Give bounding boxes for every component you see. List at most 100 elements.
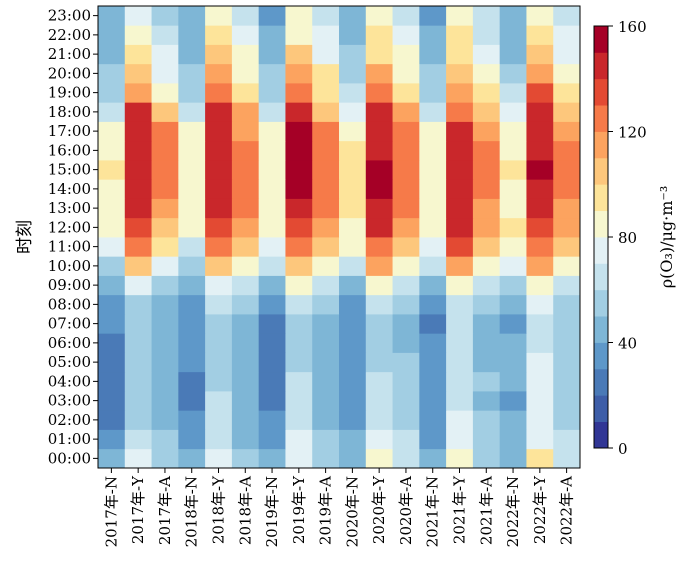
heatmap-cell: [98, 333, 126, 353]
y-tick-label: 17:00: [48, 122, 91, 140]
heatmap-cell: [205, 294, 233, 315]
heatmap-cell: [258, 333, 286, 353]
heatmap-cell: [98, 391, 126, 411]
heatmap-cell: [312, 160, 340, 180]
heatmap-cell: [365, 179, 393, 199]
heatmap-cell: [339, 140, 367, 161]
heatmap-cell: [312, 371, 340, 392]
heatmap-cell: [124, 314, 152, 334]
heatmap-cell: [499, 25, 527, 45]
heatmap-cell: [151, 391, 179, 411]
x-tick-label: 2017年-Y: [129, 475, 147, 544]
heatmap-cell: [312, 25, 340, 45]
heatmap-cell: [312, 294, 340, 315]
heatmap-cell: [98, 410, 126, 430]
heatmap-cell: [365, 102, 393, 122]
heatmap-cell: [553, 140, 581, 161]
heatmap-cell: [392, 333, 420, 353]
heatmap-cell: [526, 352, 554, 373]
heatmap-cell: [151, 63, 179, 84]
heatmap-cell: [472, 140, 501, 161]
heatmap-cell: [124, 333, 152, 353]
colorbar-segment: [594, 26, 608, 53]
heatmap-cell: [472, 198, 501, 219]
heatmap-cell: [178, 140, 206, 161]
heatmap-cell: [285, 371, 313, 392]
heatmap-cell: [526, 217, 554, 238]
heatmap-cell: [151, 410, 179, 430]
heatmap-cell: [231, 237, 260, 257]
heatmap-cell: [98, 217, 126, 238]
heatmap-cell: [312, 6, 340, 26]
heatmap-cell: [392, 371, 420, 392]
heatmap-cell: [419, 217, 447, 238]
heatmap-cell: [124, 237, 152, 257]
heatmap-cell: [205, 371, 233, 392]
heatmap-cell: [178, 429, 206, 450]
heatmap-cell: [446, 121, 474, 142]
heatmap-cell: [472, 294, 501, 315]
heatmap-cell: [124, 44, 152, 65]
heatmap-cell: [553, 83, 581, 103]
heatmap-cell: [312, 102, 340, 122]
heatmap-cell: [392, 314, 420, 334]
heatmap-cell: [365, 198, 393, 219]
heatmap-cell: [392, 102, 420, 122]
y-tick-label: 03:00: [48, 392, 91, 410]
heatmap-cell: [285, 63, 313, 84]
colorbar-tick-label: 40: [618, 335, 637, 353]
heatmap-cell: [285, 160, 313, 180]
heatmap-cell: [124, 6, 152, 26]
heatmap-cell: [419, 448, 447, 469]
heatmap-cell: [446, 237, 474, 257]
heatmap-cell: [205, 83, 233, 103]
heatmap-cell: [258, 294, 286, 315]
heatmap-cell: [258, 217, 286, 238]
heatmap-cell: [258, 25, 286, 45]
heatmap-cell: [231, 333, 260, 353]
x-tick-label: 2018年-A: [236, 476, 254, 545]
heatmap-cell: [178, 44, 206, 65]
heatmap-cell: [553, 352, 581, 373]
heatmap-cell: [98, 121, 126, 142]
heatmap-cell: [178, 160, 206, 180]
heatmap-cell: [446, 102, 474, 122]
y-tick-label: 02:00: [48, 411, 91, 429]
heatmap-cell: [419, 140, 447, 161]
y-tick-label: 19:00: [48, 84, 91, 102]
heatmap-cell: [392, 6, 420, 26]
heatmap-cell: [472, 410, 501, 430]
heatmap-cell: [258, 275, 286, 296]
heatmap-cell: [499, 160, 527, 180]
heatmap-cell: [98, 256, 126, 276]
heatmap-cell: [312, 448, 340, 469]
heatmap-cell: [98, 294, 126, 315]
heatmap-cell: [312, 83, 340, 103]
y-tick-label: 00:00: [48, 449, 91, 467]
heatmap-cell: [446, 314, 474, 334]
heatmap-cell: [499, 371, 527, 392]
heatmap-cell: [151, 179, 179, 199]
x-tick-label: 2021年-N: [424, 476, 442, 547]
y-tick-label: 13:00: [48, 199, 91, 217]
colorbar-segment: [594, 316, 608, 343]
heatmap-cell: [339, 25, 367, 45]
heatmap-cell: [98, 429, 126, 450]
y-tick-label: 09:00: [48, 276, 91, 294]
heatmap-cell: [419, 237, 447, 257]
heatmap-cell: [98, 371, 126, 392]
heatmap-cell: [151, 371, 179, 392]
heatmap-cell: [365, 371, 393, 392]
heatmap-cell: [178, 102, 206, 122]
heatmap-cell: [205, 352, 233, 373]
heatmap-cell: [124, 256, 152, 276]
heatmap-cell: [365, 237, 393, 257]
heatmap-cell: [312, 198, 340, 219]
x-tick-label: 2022年-N: [504, 476, 522, 547]
heatmap-cell: [419, 429, 447, 450]
heatmap-cell: [526, 25, 554, 45]
heatmap-cell: [124, 410, 152, 430]
heatmap-cell: [205, 25, 233, 45]
heatmap-cell: [499, 333, 527, 353]
